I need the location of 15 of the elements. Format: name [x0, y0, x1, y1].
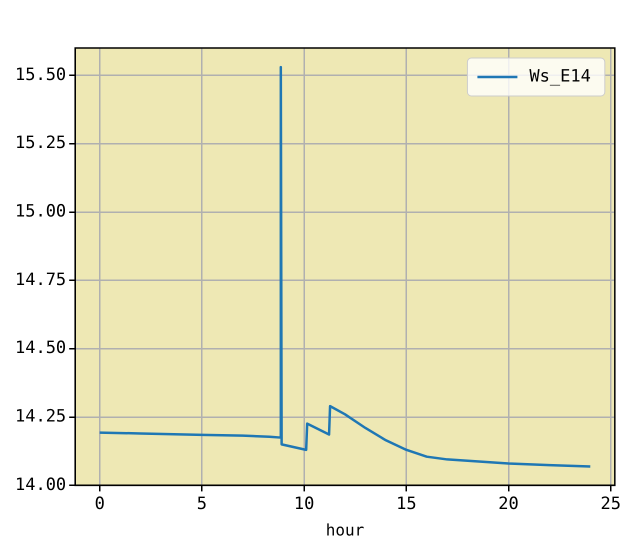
- y-tick-label: 15.25: [14, 133, 66, 154]
- x-tick-label: 0: [94, 494, 105, 514]
- x-tick-label: 5: [196, 494, 208, 514]
- y-tick-label: 14.50: [14, 338, 66, 358]
- y-tick-label: 15.50: [14, 64, 66, 85]
- legend-label: Ws_E14: [529, 66, 591, 86]
- x-tick-label: 15: [396, 494, 417, 514]
- y-tick-label: 14.25: [14, 406, 66, 426]
- x-tick-label: 25: [600, 494, 621, 514]
- x-tick-label: 20: [498, 494, 519, 514]
- x-axis-title: hour: [326, 520, 365, 540]
- y-tick-label: 14.00: [14, 474, 66, 495]
- x-tick-label: 10: [294, 494, 314, 514]
- y-tick-label: 15.00: [14, 201, 66, 222]
- y-tick-label: 14.75: [14, 270, 66, 290]
